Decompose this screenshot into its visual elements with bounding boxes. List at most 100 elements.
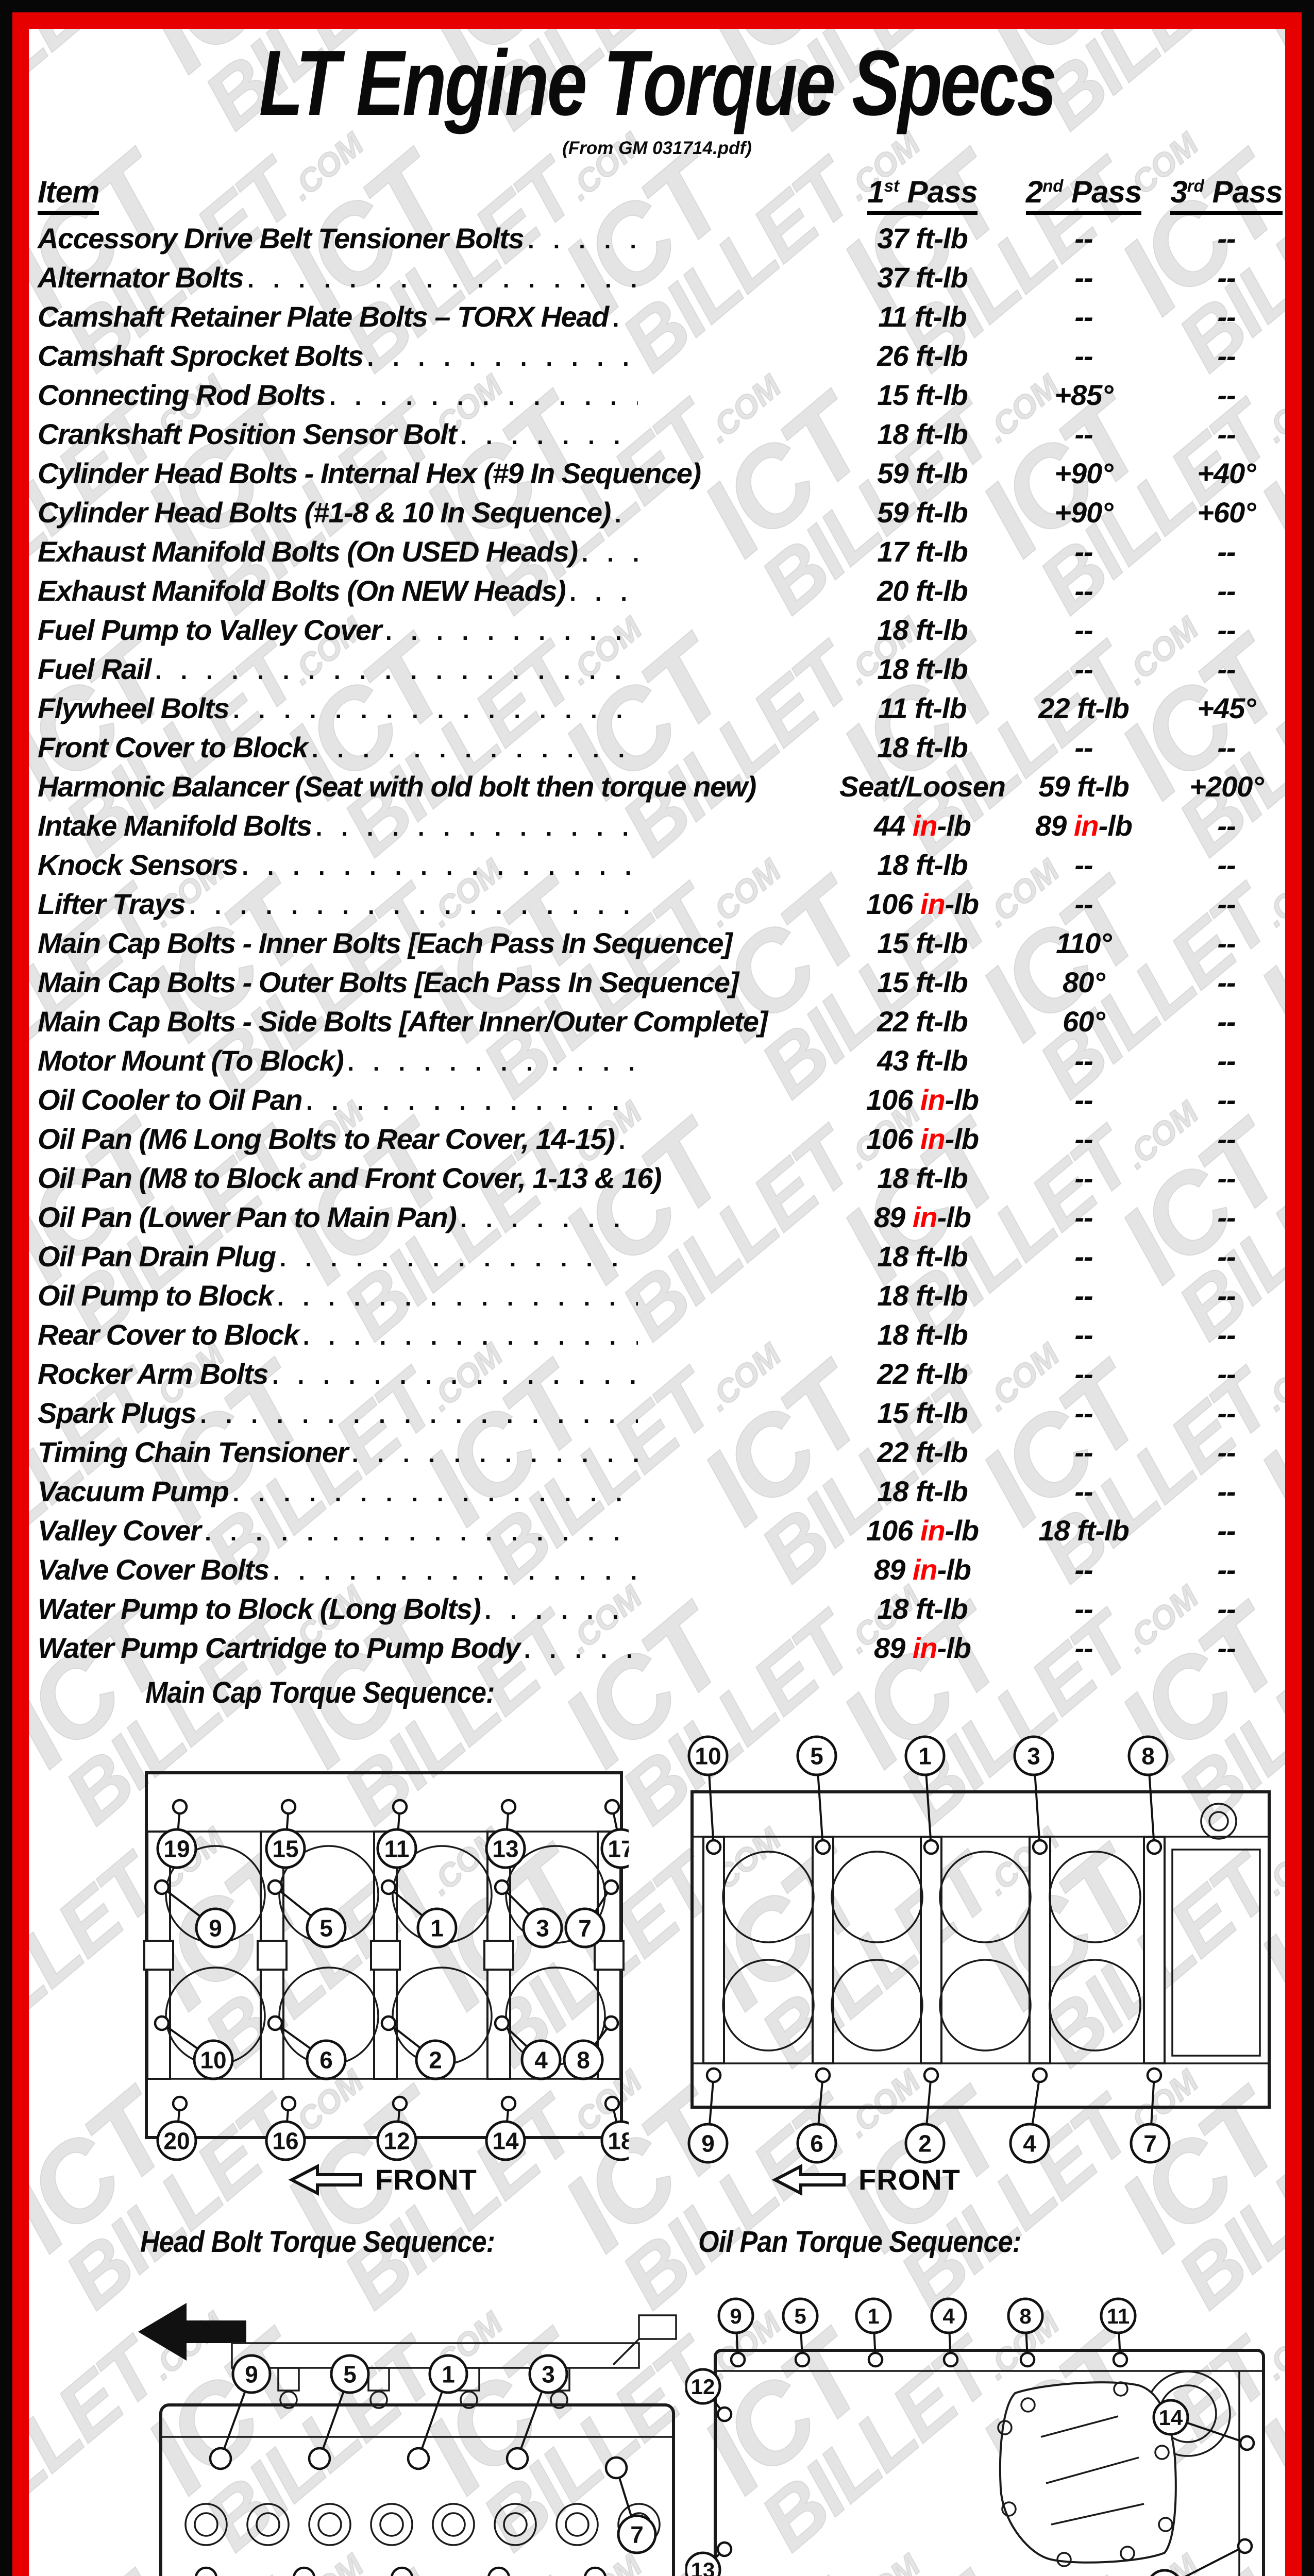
row-item-label: Spark Plugs	[38, 1397, 197, 1429]
bolt-location	[705, 2067, 722, 2083]
page-title: LT Engine Torque Specs	[259, 31, 1057, 135]
pass1-value: 18 ft-lb	[877, 731, 968, 764]
row-item-label: Fuel Pump to Valley Cover	[38, 614, 382, 646]
callout-1	[428, 2354, 468, 2394]
pass2-value: --	[1074, 1318, 1093, 1351]
callout-number: 5	[794, 2304, 806, 2328]
table-row: Knock Sensors . . . . . . . . . . . . . …	[0, 845, 1314, 885]
pass1-value: 59 ft-lb	[877, 457, 968, 489]
pass3-value: --	[1217, 222, 1236, 255]
inch-pound-unit-highlight: in	[912, 809, 938, 842]
row-item-cell: Lifter Trays . . . . . . . . . . . . . .…	[38, 885, 638, 924]
callout-number: 18	[608, 2128, 629, 2155]
table-row: Main Cap Bolts - Side Bolts [After Inner…	[0, 1002, 1314, 1041]
row-item-label: Timing Chain Tensioner	[38, 1436, 348, 1468]
pass2-value: --	[1074, 418, 1093, 450]
row-item-label: Oil Cooler to Oil Pan	[38, 1083, 303, 1116]
pass2-value: --	[1074, 614, 1093, 646]
dots-leader: . . . . . . . . . . . . . . . . . . . . …	[277, 1284, 638, 1311]
pass2-value: --	[1074, 1436, 1093, 1468]
pass3-value: --	[1217, 1436, 1236, 1468]
row-item-cell: Front Cover to Block . . . . . . . . . .…	[38, 728, 638, 767]
table-row: Water Pump Cartridge to Pump Body . . . …	[0, 1629, 1314, 1668]
dots-leader: . . . . . . . . . . . . . . . . . . . . …	[232, 1480, 638, 1506]
dots-leader: . . . . . . . . . . . . . . . . . . . . …	[302, 1323, 638, 1350]
row-item-label: Cylinder Head Bolts (#1-8 & 10 In Sequen…	[38, 496, 611, 529]
bolt-location	[494, 1879, 510, 1895]
pass3-value: +40°	[1197, 457, 1256, 489]
row-item-label: Valve Cover Bolts	[38, 1553, 269, 1586]
row-item-label: Motor Mount (To Block)	[38, 1044, 344, 1077]
pass3-value: --	[1217, 1240, 1236, 1273]
callout-18	[600, 2120, 629, 2161]
pass1-value: 18 ft-lb	[877, 614, 968, 646]
inch-pound-unit-highlight: in	[920, 888, 946, 920]
row-item-cell: Rocker Arm Bolts . . . . . . . . . . . .…	[38, 1354, 638, 1394]
page-subtitle: (From GM 031714.pdf)	[562, 138, 752, 158]
callout-number: 1	[442, 2361, 455, 2388]
row-item-cell: Oil Pan (M8 to Block and Front Cover, 1-…	[38, 1159, 662, 1198]
front-label-main-cap-right: FRONT	[771, 2163, 961, 2196]
table-row: Exhaust Manifold Bolts (On NEW Heads) . …	[0, 571, 1314, 611]
table-row: Main Cap Bolts - Outer Bolts [Each Pass …	[0, 963, 1314, 1002]
callout-11	[1100, 2297, 1137, 2334]
pass3-value: --	[1217, 1553, 1236, 1586]
row-item-cell: Main Cap Bolts - Inner Bolts [Each Pass …	[38, 924, 733, 963]
callout-7	[1130, 2123, 1171, 2164]
pass2-value: --	[1074, 1201, 1093, 1233]
pass3-value: --	[1217, 653, 1236, 685]
row-item-cell: Cylinder Head Bolts (#1-8 & 10 In Sequen…	[38, 493, 638, 532]
callout-8	[1127, 1735, 1169, 1776]
bolt-location	[380, 2015, 397, 2031]
pass3-value: --	[1217, 1514, 1236, 1547]
bolt-location	[716, 2541, 733, 2557]
callout-number: 9	[701, 2130, 715, 2157]
row-item-cell: Camshaft Retainer Plate Bolts – TORX Hea…	[38, 297, 638, 336]
row-item-cell: Oil Pan (Lower Pan to Main Pan) . . . . …	[38, 1198, 638, 1237]
callout-9	[231, 2354, 272, 2394]
pass2-value: --	[1074, 574, 1093, 607]
pass2-value: 60°	[1063, 1005, 1105, 1038]
dots-leader: . . . . . . . . . . . . . . . . . . . . …	[306, 1088, 638, 1115]
callout-17	[600, 1828, 629, 1869]
bolt-location	[392, 2095, 408, 2112]
row-item-label: Rear Cover to Block	[38, 1318, 299, 1351]
callout-number: 19	[163, 1836, 190, 1862]
pass1-value: 22 ft-lb	[877, 1436, 968, 1468]
pass1-value: 106 in-lb	[866, 1123, 979, 1155]
bolt-location	[172, 1799, 188, 1815]
inch-pound-unit-highlight: in	[920, 1514, 946, 1547]
bolt-location	[172, 2095, 188, 2112]
callout-19	[156, 1828, 197, 1869]
row-item-cell: Spark Plugs . . . . . . . . . . . . . . …	[38, 1394, 638, 1433]
callout-number: 5	[810, 1743, 823, 1770]
callout-6	[796, 2123, 837, 2164]
pass2-value: --	[1074, 1475, 1093, 1507]
pass3-value: --	[1217, 340, 1236, 372]
callout-number: 12	[383, 2128, 410, 2155]
row-item-label: Camshaft Sprocket Bolts	[38, 340, 364, 372]
table-row: Camshaft Sprocket Bolts . . . . . . . . …	[0, 336, 1314, 376]
bolt-location	[716, 2406, 733, 2422]
callout-7	[564, 1907, 605, 1948]
table-row: Fuel Rail . . . . . . . . . . . . . . . …	[0, 650, 1314, 689]
callout-14	[1152, 2399, 1189, 2436]
callout-number: 15	[272, 1836, 298, 1862]
pass1-value: 18 ft-lb	[877, 1279, 968, 1312]
pass2-value: --	[1074, 888, 1093, 920]
bolt-location	[407, 2447, 430, 2470]
row-item-cell: Oil Pump to Block . . . . . . . . . . . …	[38, 1276, 638, 1315]
pass1-value: 22 ft-lb	[877, 1358, 968, 1390]
bolt-location	[391, 2566, 413, 2576]
pass1-value: 26 ft-lb	[877, 340, 968, 372]
pass1-value: 89 in-lb	[873, 1553, 971, 1586]
pass2-value: --	[1074, 1553, 1093, 1586]
main-cap-bottom-view-diagram: 19 15 11 13 179 5 1 3 710 6 2 4 820 16 12 14 18	[143, 1771, 629, 2161]
bolt-location	[195, 2566, 217, 2576]
dots-leader: . . . . . . . . . . . . . . . . . . . . …	[614, 501, 638, 528]
bolt-location	[154, 1879, 170, 1895]
callout-number: 8	[1141, 1743, 1155, 1770]
bolt-location	[942, 2351, 959, 2368]
callout-number: 10	[200, 2047, 226, 2074]
pass1-value: 43 ft-lb	[877, 1044, 968, 1077]
